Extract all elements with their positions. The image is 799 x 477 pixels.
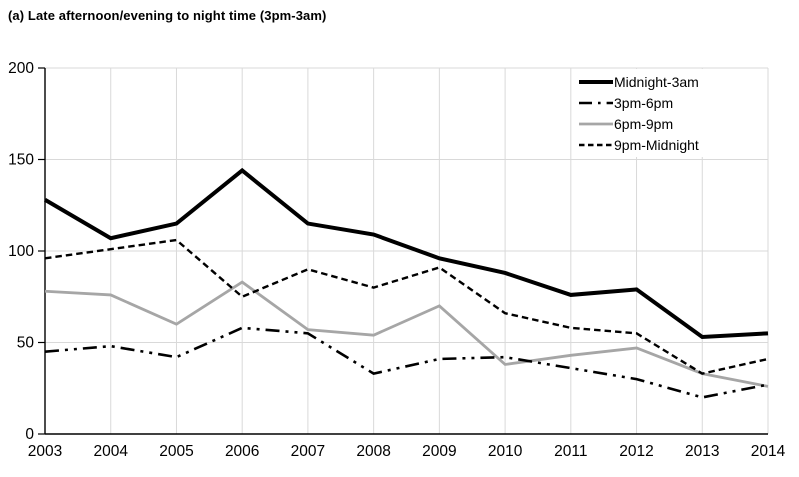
y-tick-labels: 0 50 100 150 200 (8, 60, 45, 443)
x-tick-label: 2004 (93, 443, 128, 460)
x-tick-labels: 2003 2004 2005 2006 2007 2008 2009 2010 2011 2012… (28, 443, 786, 460)
y-tick-label: 100 (8, 243, 34, 260)
y-tick-label: 200 (8, 60, 34, 77)
legend-item-3pm-6pm: 3pm-6pm (578, 92, 744, 113)
legend-line-dashed-icon (579, 143, 613, 146)
x-tick-label: 2006 (225, 443, 259, 460)
legend-line-gray-solid-icon (579, 122, 613, 125)
chart-title: (a) Late afternoon/evening to night time… (8, 8, 327, 23)
legend-label: 6pm-9pm (614, 115, 674, 132)
x-tick-label: 2010 (488, 443, 523, 460)
legend-item-6pm-9pm: 6pm-9pm (578, 113, 744, 134)
y-tick-label: 150 (8, 152, 34, 169)
x-tick-label: 2009 (422, 443, 456, 460)
x-tick-label: 2005 (159, 443, 193, 460)
x-tick-label: 2013 (685, 443, 719, 460)
legend-item-midnight-3am: Midnight-3am (578, 71, 744, 92)
series-line-midnight-3am (43, 167, 769, 340)
y-tick-label: 0 (25, 426, 34, 443)
series-line-3pm-6pm (44, 326, 769, 399)
y-tick-label: 50 (17, 335, 35, 352)
legend-label: 9pm-Midnight (614, 136, 699, 153)
legend-line-dash-dot-icon (579, 101, 613, 104)
x-tick-label: 2003 (28, 443, 62, 460)
legend-label: Midnight-3am (614, 73, 699, 90)
x-tick-label: 2008 (356, 443, 390, 460)
series-line-9pm-midnight (44, 238, 769, 375)
x-tick-label: 2007 (291, 443, 325, 460)
chart-legend: Midnight-3am 3pm-6pm 6pm-9pm 9pm-Midnigh… (572, 69, 744, 157)
legend-label: 3pm-6pm (614, 94, 674, 111)
legend-item-9pm-midnight: 9pm-Midnight (578, 134, 744, 155)
x-tick-label: 2011 (554, 443, 587, 460)
x-tick-label: 2012 (619, 443, 653, 460)
legend-line-solid-thick-icon (579, 79, 613, 84)
x-tick-label: 2014 (751, 443, 786, 460)
series-line-6pm-9pm (44, 280, 769, 388)
